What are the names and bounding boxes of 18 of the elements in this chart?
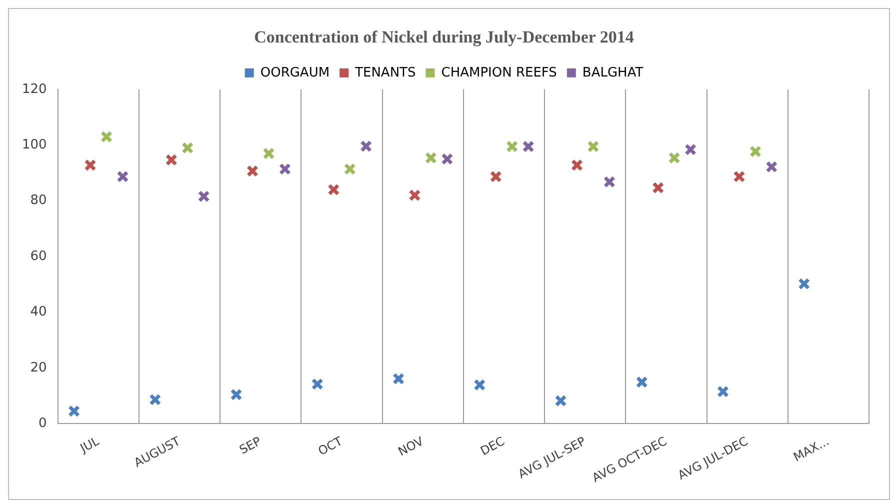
legend-label: TENANTS bbox=[354, 65, 416, 80]
legend-label: BALGHAT bbox=[582, 65, 644, 80]
legend-label: CHAMPION REEFS bbox=[441, 65, 557, 80]
y-tick-label: 120 bbox=[22, 82, 47, 97]
x-tick-label: JUL bbox=[77, 434, 102, 456]
x-tick-label: SEP bbox=[237, 434, 264, 457]
y-tick-label: 100 bbox=[22, 137, 47, 152]
x-tick-label: DEC bbox=[478, 434, 507, 458]
y-tick-label: 20 bbox=[30, 360, 47, 376]
y-tick-label: 40 bbox=[30, 304, 47, 320]
chart-title: Concentration of Nickel during July-December 2014 bbox=[254, 28, 634, 47]
y-tick-label: 0 bbox=[38, 416, 47, 431]
y-tick-label: 80 bbox=[30, 193, 47, 208]
y-tick-label: 60 bbox=[30, 248, 47, 264]
x-tick-label: NOV bbox=[396, 434, 426, 459]
x-tick-label: MAX... bbox=[791, 434, 832, 464]
legend-label: OORGAUM bbox=[260, 65, 330, 80]
x-tick-label: OCT bbox=[316, 434, 346, 458]
